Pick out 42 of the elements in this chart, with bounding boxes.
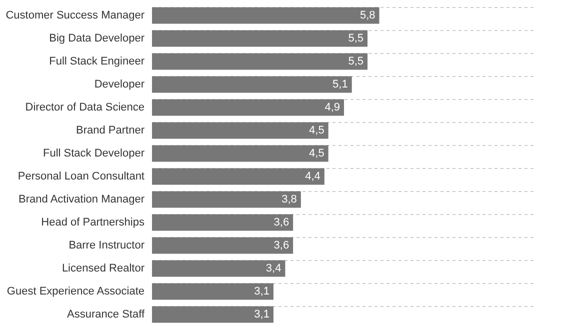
bar <box>152 99 344 116</box>
y-tick-label: Personal Loan Consultant <box>18 170 144 182</box>
y-tick-label: Licensed Realtor <box>62 262 145 274</box>
data-label: 4,5 <box>309 124 324 136</box>
y-tick-label: Head of Partnerships <box>41 216 145 228</box>
data-label: 3,8 <box>282 194 297 206</box>
data-label: 3,4 <box>266 262 282 274</box>
data-label: 4,4 <box>305 170 320 182</box>
bar <box>152 30 368 47</box>
data-label: 4,9 <box>324 102 340 114</box>
data-label: 3,1 <box>254 286 270 298</box>
y-tick-label: Director of Data Science <box>25 102 144 114</box>
y-tick-label: Customer Success Manager <box>6 10 145 22</box>
y-tick-label: Brand Activation Manager <box>18 194 145 206</box>
data-label: 5,5 <box>348 32 364 44</box>
y-tick-label: Developer <box>94 78 145 90</box>
bar <box>152 306 274 323</box>
y-tick-label: Brand Partner <box>76 124 145 136</box>
bar <box>152 76 352 93</box>
bar <box>152 7 380 24</box>
bar <box>152 260 286 277</box>
bar <box>152 237 294 254</box>
bar <box>152 283 274 300</box>
data-label: 3,6 <box>274 216 290 228</box>
y-tick-label: Full Stack Developer <box>43 148 145 160</box>
y-tick-label: Full Stack Engineer <box>49 56 145 68</box>
bar <box>152 53 368 70</box>
y-tick-label: Big Data Developer <box>49 32 145 44</box>
bar <box>152 145 328 162</box>
y-tick-label: Assurance Staff <box>67 308 146 320</box>
y-tick-label: Guest Experience Associate <box>6 286 144 298</box>
data-label: 5,8 <box>360 10 376 22</box>
data-label: 3,1 <box>254 308 270 320</box>
bar <box>152 122 328 139</box>
bar <box>152 191 301 208</box>
data-label: 3,6 <box>274 240 290 252</box>
bar <box>152 214 294 231</box>
data-label: 5,5 <box>348 56 364 68</box>
y-tick-label: Barre Instructor <box>68 240 145 252</box>
data-label: 4,5 <box>309 148 324 160</box>
data-label: 5,1 <box>332 78 348 90</box>
bar <box>152 168 324 185</box>
